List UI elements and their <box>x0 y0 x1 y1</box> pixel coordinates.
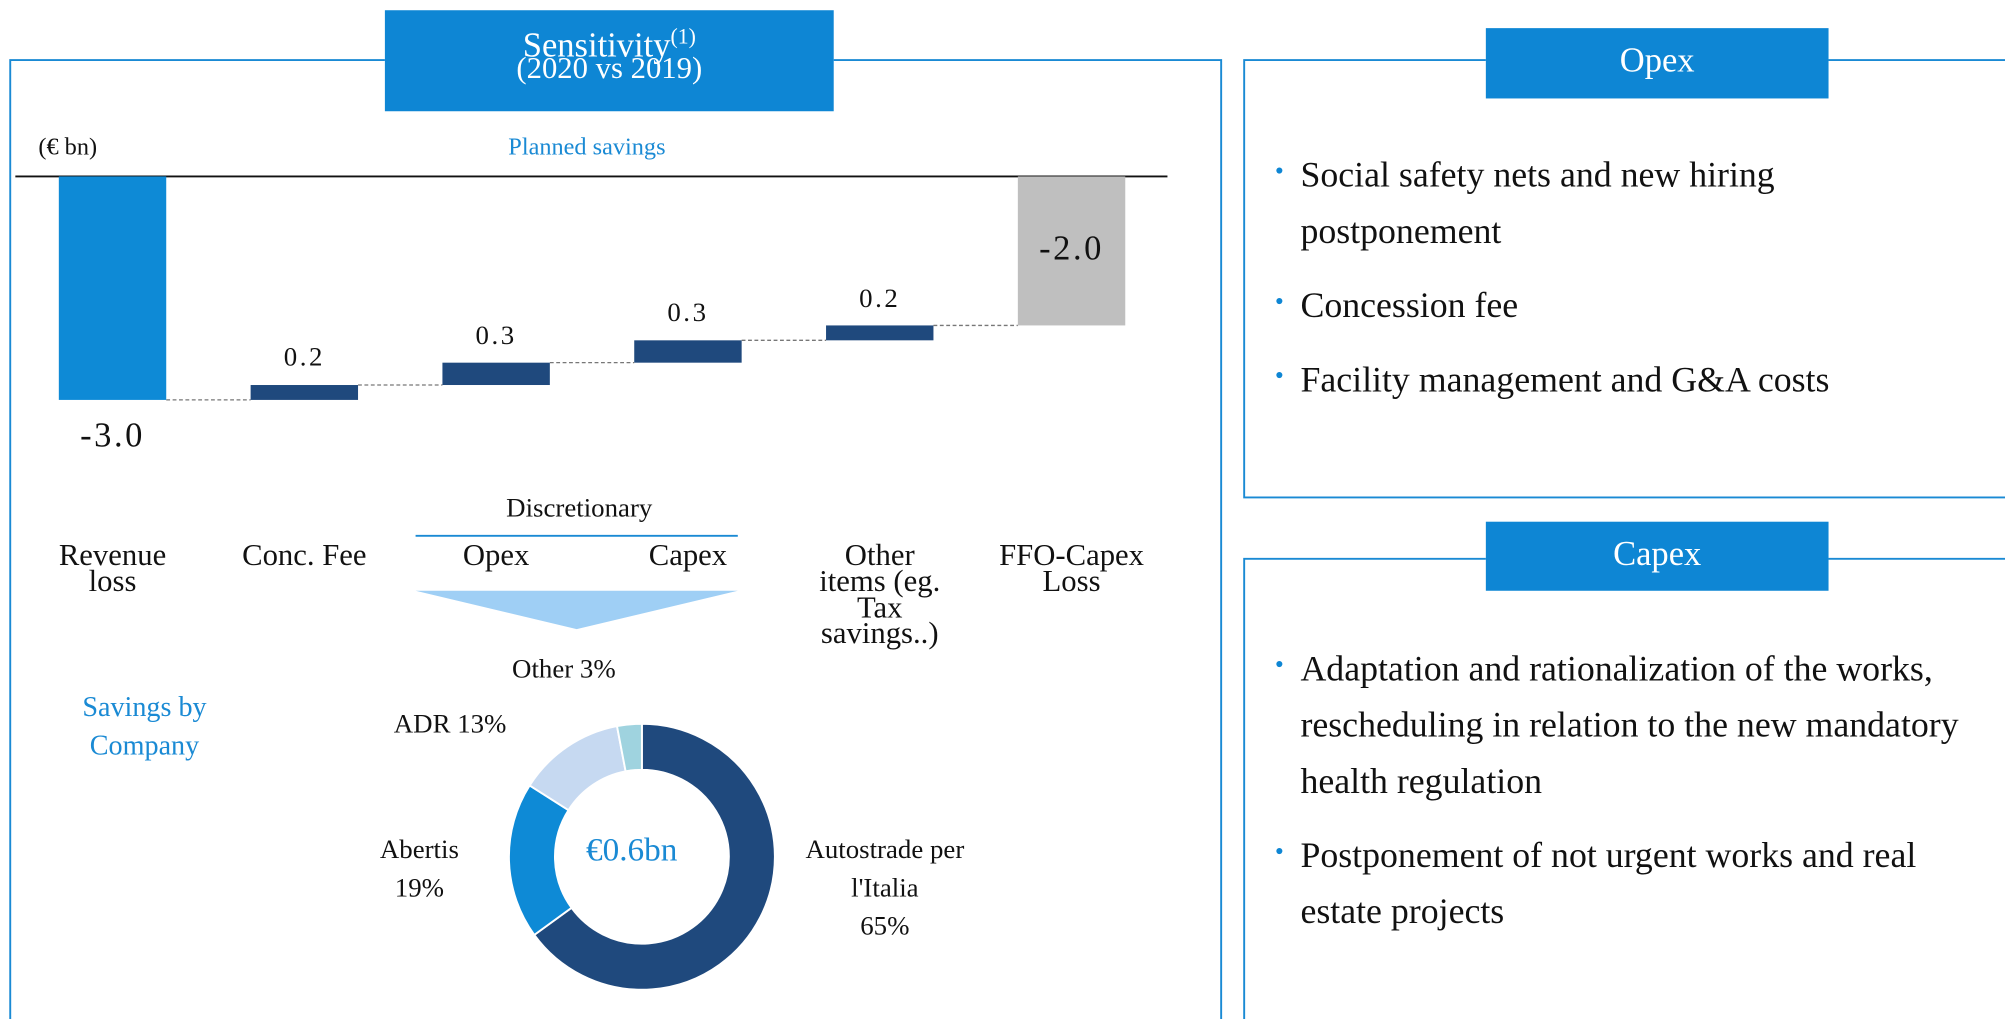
bar <box>58 176 167 400</box>
donut-slice <box>532 722 776 991</box>
bullet-list: Adaptation and rationalization of the wo… <box>1247 637 1963 959</box>
bullet: Concession fee <box>1247 274 1963 335</box>
slice-value: 65% <box>860 910 910 942</box>
pie-title: Savings by Company <box>82 690 207 761</box>
bar <box>250 385 359 400</box>
slice-label: Abertis 19% <box>355 830 483 907</box>
bar <box>1017 176 1126 326</box>
slice-value: 3% <box>579 653 616 685</box>
x-tick-label: Other items (eg. Tax savings..) <box>819 539 941 652</box>
value-label: -2.0 <box>1039 229 1104 268</box>
slice-name: Abertis <box>379 833 459 865</box>
slice-value: 13% <box>457 708 507 740</box>
bar <box>826 325 934 341</box>
slice-value: 19% <box>394 872 445 903</box>
annotation: Planned savings <box>508 134 666 162</box>
donut-slice <box>507 784 573 937</box>
x-tick-label: FFO-Capex Loss <box>999 539 1145 599</box>
title-line: Sensitivity(1) <box>385 18 834 64</box>
value-label: -3.0 <box>80 415 145 454</box>
x-tick-label: Opex <box>462 539 530 573</box>
panel-title: Capex <box>1485 521 1829 591</box>
slice-name: Autostrade per l'Italia <box>805 833 965 903</box>
bullet: Social safety nets and new hiring postpo… <box>1247 143 1963 261</box>
slice-label: Autostrade per l'Italia 65% <box>795 830 974 945</box>
slice-label: Other 3% <box>474 650 653 688</box>
capex-frame <box>1243 557 2005 1019</box>
bullet: Facility management and G&A costs <box>1247 348 1963 409</box>
title-box: Sensitivity(1) (2020 vs 2019) <box>384 10 834 112</box>
slice-label: ADR 13% <box>361 705 540 743</box>
chart-title: Sensitivity <box>522 25 671 64</box>
opex-frame <box>1243 59 2005 499</box>
donut-slice <box>615 722 643 773</box>
x-tick-label: Conc. Fee <box>242 539 367 573</box>
value-label: 0.3 <box>475 319 517 350</box>
group-label: Discretionary <box>506 492 653 523</box>
group-arrow <box>415 590 738 630</box>
bullet: Postponement of not urgent works and rea… <box>1247 823 1963 942</box>
bullet-list: Social safety nets and new hiring postpo… <box>1247 143 1963 427</box>
center-label: €0.6bn <box>585 831 678 869</box>
frames <box>9 59 2005 1019</box>
left-frame <box>9 59 1223 1019</box>
bar <box>634 340 742 363</box>
value-label: 0.2 <box>283 341 325 373</box>
subtitle: (2020 vs 2019) <box>516 52 703 86</box>
x-tick-label: Revenue loss <box>58 539 167 599</box>
slice-name: Other <box>512 653 574 685</box>
bullet: Adaptation and rationalization of the wo… <box>1247 637 1963 811</box>
slice-name: ADR <box>393 708 451 740</box>
value-label: 0.2 <box>859 281 901 313</box>
title-note: (1) <box>670 24 696 49</box>
unit-label: (€ bn) <box>38 134 98 162</box>
panel-title: Opex <box>1485 28 1829 99</box>
bar <box>442 362 550 386</box>
value-label: 0.3 <box>667 296 709 328</box>
x-tick-label: Capex <box>648 539 728 573</box>
